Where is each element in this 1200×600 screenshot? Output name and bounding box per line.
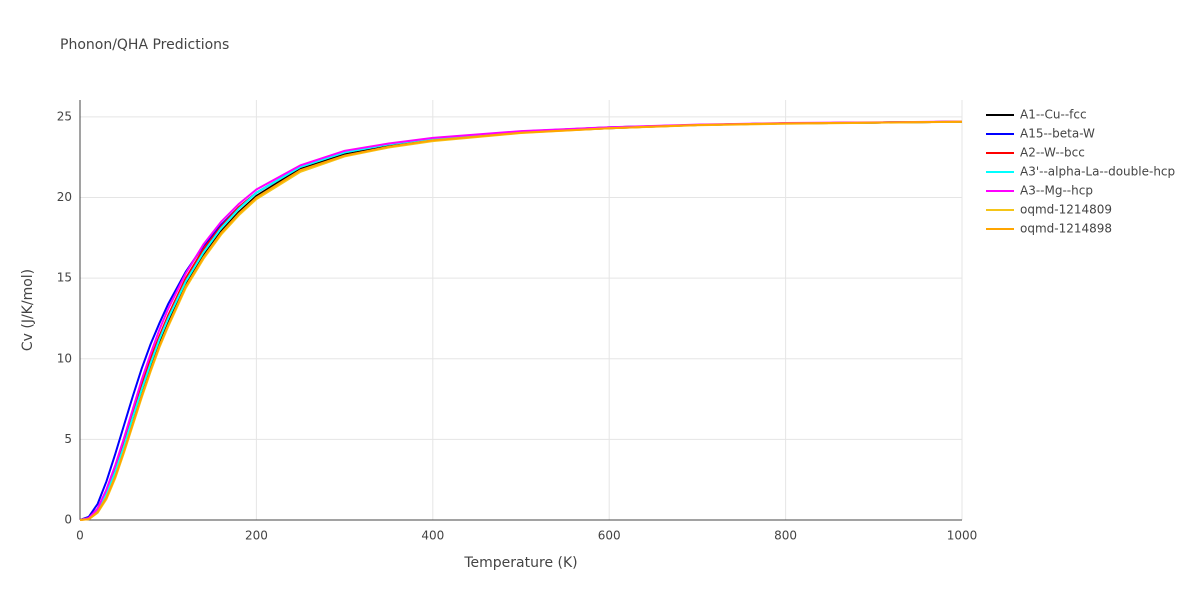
legend-label: A2--W--bcc <box>1020 146 1085 160</box>
series-line <box>79 120 963 521</box>
y-tick-label: 15 <box>57 271 72 285</box>
legend-label: A15--beta-W <box>1020 127 1095 141</box>
series-line <box>79 120 963 521</box>
legend-label: A3--Mg--hcp <box>1020 184 1093 198</box>
legend-label: A1--Cu--fcc <box>1020 108 1087 122</box>
x-tick-label: 600 <box>598 529 621 543</box>
legend-label: oqmd-1214898 <box>1020 222 1112 236</box>
x-tick-label: 0 <box>76 529 84 543</box>
y-tick-label: 20 <box>57 190 72 204</box>
series-line <box>79 120 963 521</box>
series-line <box>79 120 963 521</box>
y-tick-label: 25 <box>57 109 72 123</box>
series-line <box>79 120 963 521</box>
x-tick-label: 1000 <box>947 529 978 543</box>
x-tick-label: 800 <box>774 529 797 543</box>
y-tick-label: 5 <box>64 432 72 446</box>
x-axis-title: Temperature (K) <box>463 555 577 571</box>
x-tick-label: 200 <box>245 529 268 543</box>
legend-label: A3'--alpha-La--double-hcp <box>1020 165 1175 179</box>
y-tick-label: 0 <box>64 513 72 527</box>
series-line <box>79 120 963 521</box>
x-tick-label: 400 <box>421 529 444 543</box>
series-line <box>79 120 963 521</box>
chart-title: Phonon/QHA Predictions <box>60 37 229 53</box>
legend-label: oqmd-1214809 <box>1020 203 1112 217</box>
y-tick-label: 10 <box>57 351 72 365</box>
y-axis-title: Cv (J/K/mol) <box>20 269 36 351</box>
